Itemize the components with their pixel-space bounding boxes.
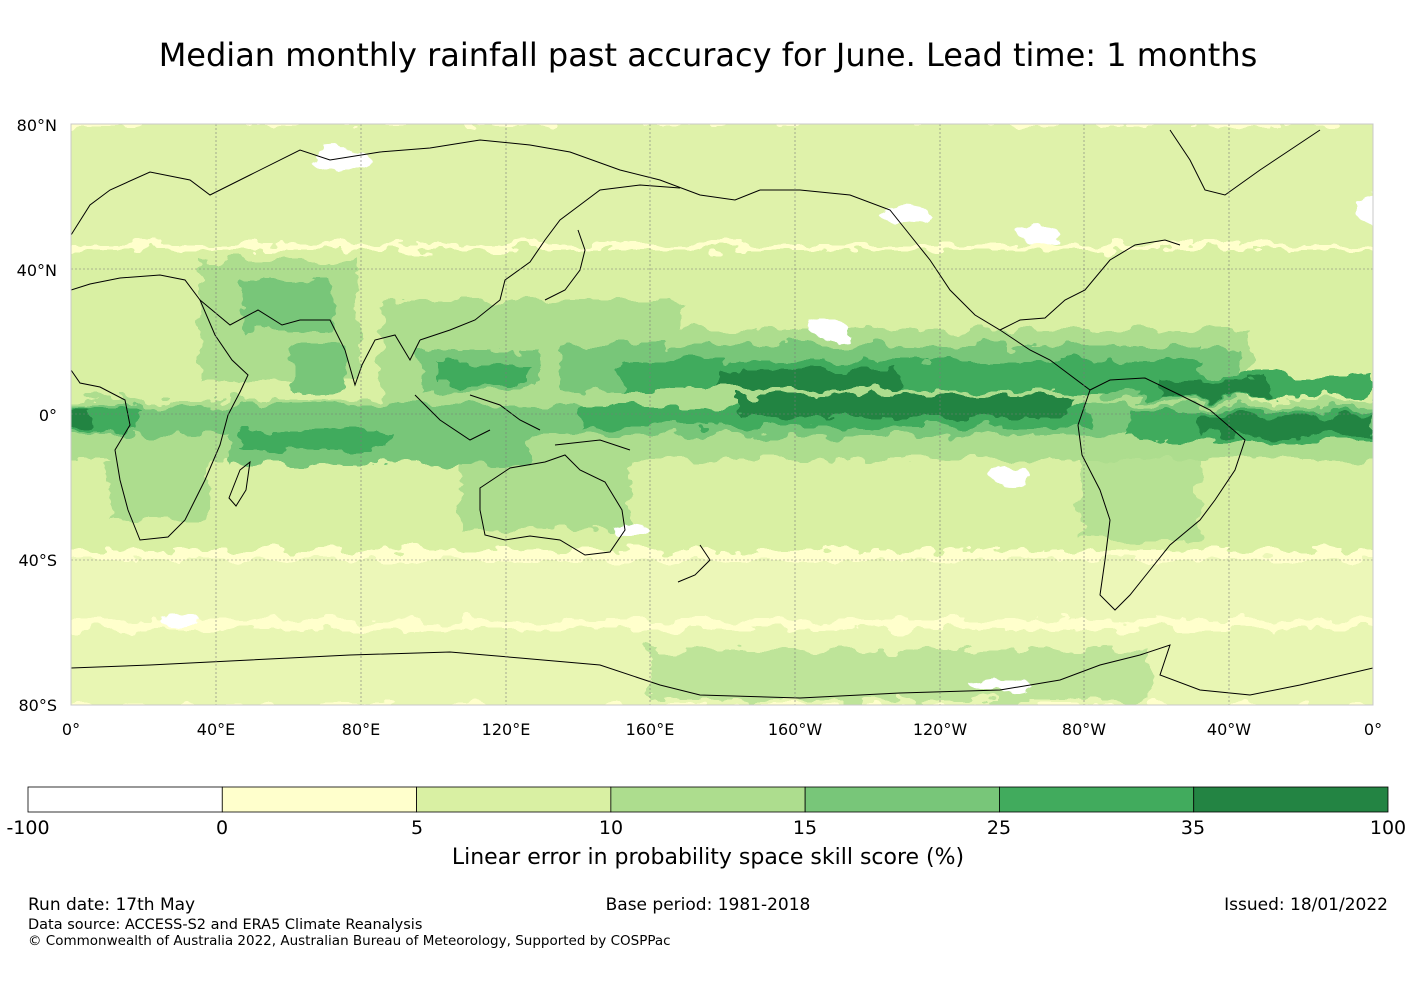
colorbar-segment	[416, 786, 612, 813]
lon-label: 120°E	[482, 720, 531, 739]
colorbar-tick: 0	[216, 817, 228, 839]
colorbar-segment	[804, 786, 1000, 813]
lat-labels: 80°N 40°N 0° 40°S 80°S	[17, 116, 57, 715]
colorbar-tick: 15	[793, 817, 817, 839]
lon-label: 0°	[62, 720, 80, 739]
lat-label: 80°N	[17, 116, 57, 135]
colorbar-segment	[1193, 786, 1389, 813]
colorbar-title: Linear error in probability space skill …	[451, 845, 965, 870]
gridlines	[71, 124, 1373, 705]
lon-label: 160°W	[768, 720, 823, 739]
map-title: Median monthly rainfall past accuracy fo…	[158, 36, 1258, 74]
lat-label: 80°S	[18, 696, 57, 715]
base-period: Base period: 1981-2018	[605, 895, 811, 915]
colorbar-segment	[27, 786, 223, 813]
colorbar-tick: -100	[6, 817, 49, 839]
lat-label: 40°S	[18, 551, 57, 570]
lon-label: 160°E	[626, 720, 675, 739]
colorbar-segment	[221, 786, 417, 813]
lat-label: 40°N	[17, 261, 57, 280]
lon-label: 40°W	[1207, 720, 1251, 739]
lon-labels: 0° 40°E 80°E 120°E 160°E 160°W 120°W 80°…	[62, 720, 1382, 739]
colorbar-tick: 25	[987, 817, 1011, 839]
colorbar-ticks: -100 0 5 10 15 25 35 100	[6, 817, 1406, 839]
lon-label: 40°E	[197, 720, 235, 739]
lon-label: 0°	[1364, 720, 1382, 739]
colorbar-segment	[610, 786, 806, 813]
skill-field	[71, 124, 1373, 705]
colorbar-tick: 100	[1370, 817, 1406, 839]
colorbar-tick: 35	[1181, 817, 1205, 839]
lon-label: 80°W	[1062, 720, 1106, 739]
run-date: Run date: 17th May	[28, 895, 196, 915]
skill-map	[71, 124, 1373, 705]
colorbar-tick: 5	[411, 817, 423, 839]
map-frame	[70, 123, 1374, 706]
lon-label: 120°W	[913, 720, 968, 739]
issued-date: Issued: 18/01/2022	[1224, 895, 1388, 915]
colorbar	[27, 786, 1389, 813]
lon-label: 80°E	[342, 720, 380, 739]
colorbar-tick: 10	[599, 817, 623, 839]
copyright: © Commonwealth of Australia 2022, Austra…	[28, 933, 671, 949]
colorbar-segment	[999, 786, 1195, 813]
data-source: Data source: ACCESS-S2 and ERA5 Climate …	[28, 917, 423, 933]
lat-label: 0°	[39, 406, 57, 425]
coastlines	[71, 129, 1373, 699]
